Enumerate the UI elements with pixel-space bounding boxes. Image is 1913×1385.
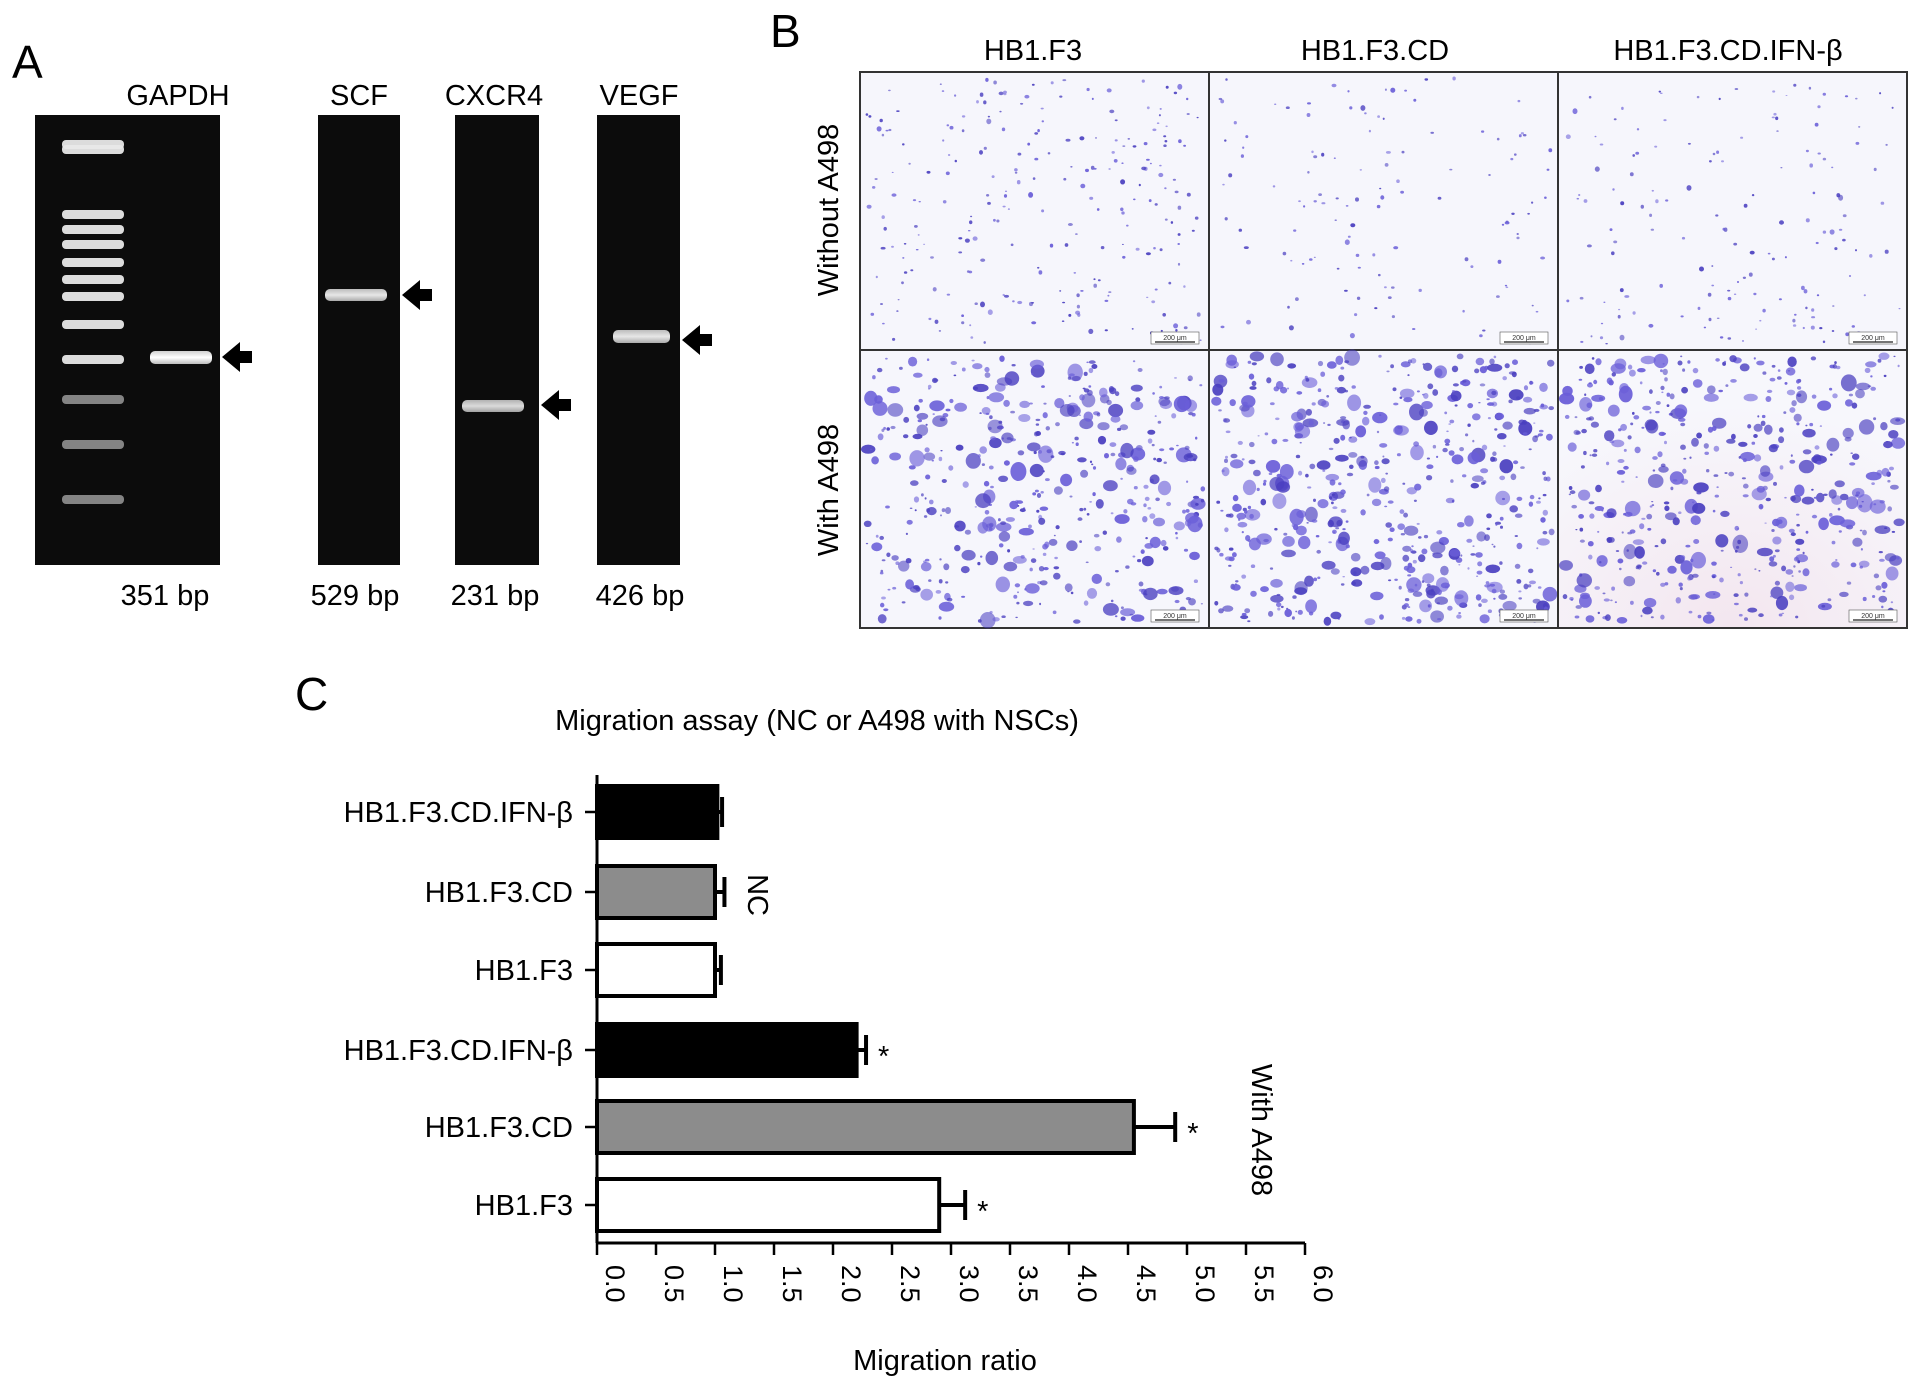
ladder-band — [62, 145, 124, 154]
scale-bar-label: 200 μm — [1861, 613, 1885, 620]
gel-label-cxcr4: CXCR4 — [445, 80, 543, 112]
x-tick-label: 5.5 — [1249, 1265, 1279, 1303]
gel-scf — [318, 115, 400, 565]
panel-b-letter: B — [770, 5, 801, 57]
group-label-nc: NC — [741, 874, 773, 916]
bar — [595, 864, 717, 920]
bar — [595, 942, 717, 998]
category-label: HB1.F3 — [475, 955, 573, 987]
ladder-band — [62, 395, 124, 404]
arrow-icon-cxcr4 — [541, 390, 571, 420]
bar — [595, 1099, 1136, 1155]
category-label: HB1.F3.CD.IFN-β — [344, 797, 573, 829]
ladder-band — [62, 292, 124, 301]
column-label-hb1f3: HB1.F3 — [984, 35, 1082, 67]
scale-bar-label: 200 μm — [1512, 613, 1536, 620]
gel-gapdh — [35, 115, 220, 565]
ladder-band — [62, 275, 124, 284]
x-tick-label: 0.0 — [600, 1265, 630, 1303]
panel-a-letter: A — [12, 36, 43, 88]
row-label-with: With A498 — [813, 424, 845, 556]
column-label-hb1f3cdifnb: HB1.F3.CD.IFN-β — [1613, 35, 1842, 67]
category-label: HB1.F3 — [475, 1190, 573, 1222]
panel-c: C Migration assay (NC or A498 with NSCs)… — [295, 668, 1338, 1377]
band-gapdh — [150, 351, 212, 364]
gel-label-gapdh: GAPDH — [126, 80, 229, 112]
band-scf — [325, 289, 387, 301]
micrograph-r0-c2: 200 μm — [1557, 71, 1908, 351]
panel-b: B HB1.F3 HB1.F3.CD HB1.F3.CD.IFN-β Witho… — [770, 5, 1908, 629]
x-tick-label: 4.5 — [1131, 1265, 1161, 1303]
scale-bar-label: 200 μm — [1163, 613, 1187, 620]
category-label: HB1.F3.CD.IFN-β — [344, 1035, 573, 1067]
arrow-icon-gapdh — [222, 342, 252, 372]
micrograph-r0-c0: 200 μm — [859, 71, 1210, 351]
gel-label-vegf: VEGF — [600, 80, 679, 112]
gel-cxcr4 — [455, 115, 539, 565]
x-tick-label: 3.5 — [1013, 1265, 1043, 1303]
size-label-scf: 529 bp — [311, 580, 400, 612]
arrow-icon-scf — [402, 280, 432, 310]
category-label: HB1.F3.CD — [425, 877, 573, 909]
panel-a: A GAPDH SCF CXCR4 VEGF 351 bp 529 bp 231… — [12, 36, 712, 612]
x-tick-label: 1.5 — [777, 1265, 807, 1303]
column-label-hb1f3cd: HB1.F3.CD — [1301, 35, 1449, 67]
significance-marker: * — [977, 1196, 988, 1228]
dna-ladder — [62, 140, 124, 504]
size-label-cxcr4: 231 bp — [451, 580, 540, 612]
ladder-band — [62, 495, 124, 504]
ladder-band — [62, 320, 124, 329]
x-tick-label: 5.0 — [1190, 1265, 1220, 1303]
group-label-with-a498: With A498 — [1245, 1064, 1277, 1196]
band-vegf — [613, 330, 670, 343]
bar — [595, 1177, 942, 1233]
micrograph-r1-c2: 200 μm — [1557, 349, 1908, 629]
micrograph-r1-c0: 200 μm — [859, 349, 1210, 629]
bar — [595, 1022, 859, 1078]
significance-marker: * — [878, 1041, 889, 1073]
bar-chart: 0.0 0.5 1.0 1.5 2.0 2.5 3.0 3.5 4.0 4.5 5.0 5.5 6.0 H… — [344, 775, 1338, 1303]
x-tick-label: 1.0 — [718, 1265, 748, 1303]
ladder-band — [62, 225, 124, 234]
size-label-vegf: 426 bp — [596, 580, 685, 612]
band-cxcr4 — [462, 400, 524, 412]
ladder-band — [62, 258, 124, 267]
x-tick-label: 6.0 — [1308, 1265, 1338, 1303]
ladder-band — [62, 440, 124, 449]
bar — [595, 784, 720, 840]
x-tick-label: 3.0 — [954, 1265, 984, 1303]
x-tick-label: 0.5 — [659, 1265, 689, 1303]
scale-bar-label: 200 μm — [1861, 335, 1885, 342]
micrograph-r1-c1: 200 μm — [1208, 349, 1559, 629]
arrow-icon-vegf — [682, 325, 712, 355]
category-label: HB1.F3.CD — [425, 1112, 573, 1144]
x-axis-label: Migration ratio — [853, 1345, 1037, 1377]
micrograph-r0-c1: 200 μm — [1208, 71, 1559, 351]
significance-marker: * — [1187, 1118, 1198, 1150]
x-tick-label: 2.0 — [836, 1265, 866, 1303]
microscopy-grid: 200 μm 200 μm 200 μm 200 μm 200 μm 200 μm — [859, 71, 1908, 629]
panel-c-letter: C — [295, 668, 328, 720]
size-label-gapdh: 351 bp — [121, 580, 210, 612]
x-tick-label: 2.5 — [895, 1265, 925, 1303]
row-label-without: Without A498 — [813, 124, 845, 297]
chart-title: Migration assay (NC or A498 with NSCs) — [555, 705, 1079, 737]
ladder-band — [62, 240, 124, 249]
x-tick-label: 4.0 — [1072, 1265, 1102, 1303]
gel-label-scf: SCF — [330, 80, 388, 112]
scale-bar-label: 200 μm — [1512, 335, 1536, 342]
scale-bar-label: 200 μm — [1163, 335, 1187, 342]
ladder-band — [62, 210, 124, 219]
ladder-band — [62, 355, 124, 364]
